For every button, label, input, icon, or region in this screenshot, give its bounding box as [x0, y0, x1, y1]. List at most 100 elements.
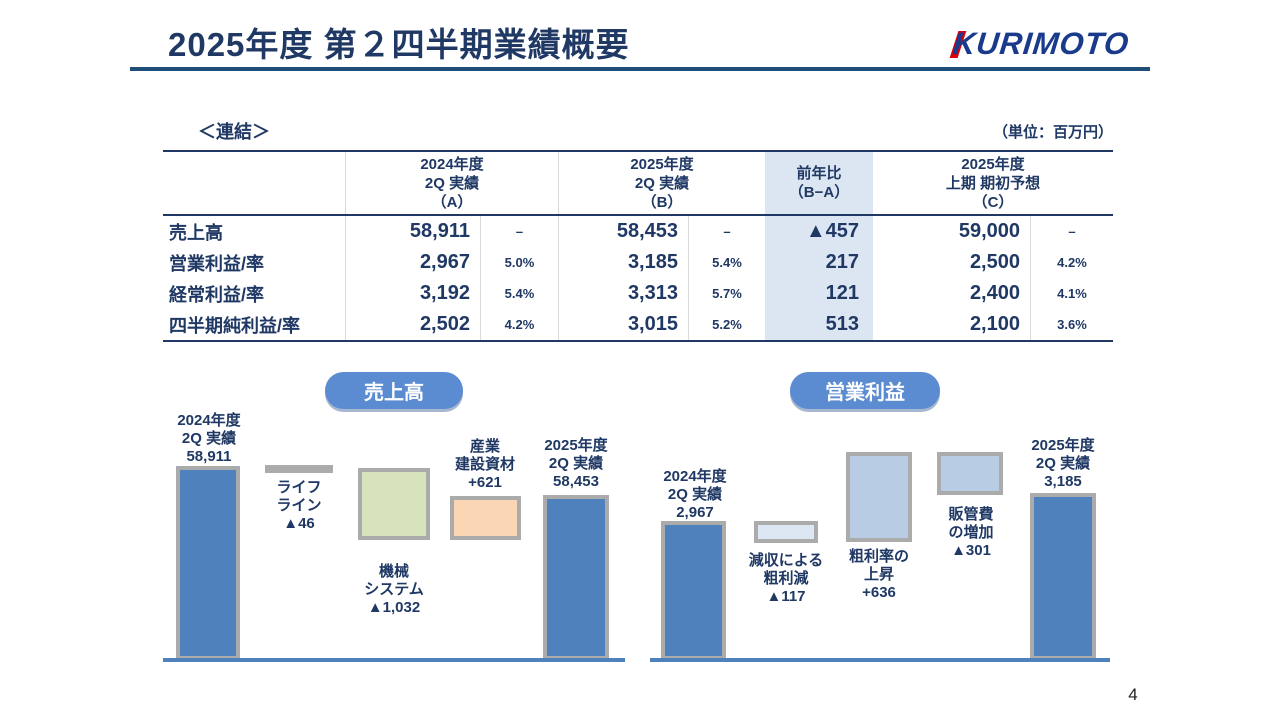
cell-b-pct: – — [688, 216, 765, 247]
label-line: 58,911 — [186, 448, 232, 465]
table-caption-unit: （単位：百万円） — [992, 124, 1113, 141]
profit-bar-sga-increase — [937, 452, 1003, 495]
cell-b: 58,453 — [558, 216, 688, 247]
cell-a: 58,911 — [345, 216, 480, 247]
sales-chart-badge: 売上高 — [325, 372, 463, 409]
cell-a: 3,192 — [345, 278, 480, 309]
cell-a-pct: – — [480, 216, 558, 247]
cell-a-pct: 5.4% — [480, 278, 558, 309]
profit-bar-label-2025: 2025年度 2Q 実績 3,185 — [1013, 437, 1113, 491]
profit-bar-2025 — [1030, 493, 1096, 660]
label-line: 機械 — [378, 563, 409, 580]
cell-c: 2,400 — [969, 282, 1020, 304]
header-text: 2Q 実績 — [424, 174, 480, 192]
row-label: 営業利益/率 — [169, 253, 265, 274]
kurimoto-logo: KURIMOTO — [949, 26, 1132, 64]
label-line: 3,185 — [1044, 473, 1082, 490]
cell-a-pct: 5.0% — [480, 247, 558, 278]
label-line: 2Q 実績 — [548, 455, 604, 472]
label-line: +621 — [468, 474, 502, 491]
row-label: 経常利益/率 — [169, 284, 265, 305]
cell-b: 3,015 — [558, 309, 688, 340]
cell-diff: ▲457 — [765, 216, 873, 247]
cell-a-pct: 4.2% — [480, 309, 558, 340]
sales-bar-2024 — [176, 466, 240, 660]
cell-b-pct: 5.7% — [688, 278, 765, 309]
label-line: 2025年度 — [1031, 437, 1095, 454]
cell-c: 2,100 — [969, 313, 1020, 335]
label-line: システム — [364, 581, 424, 598]
label-line: 2,967 — [676, 504, 714, 521]
profit-bar-gross-decline — [754, 521, 818, 543]
label-line: ▲46 — [283, 515, 315, 532]
header-text: （B） — [641, 193, 683, 211]
header-col-2025-forecast: 2025年度 上期 期初予想 （C） — [873, 152, 1113, 214]
label-line: 粗利率の — [848, 548, 909, 565]
cell-diff: 121 — [765, 278, 873, 309]
sales-chart-baseline — [163, 658, 625, 662]
cell-c-pct: 4.2% — [1030, 247, 1113, 278]
cell-a: 2,502 — [345, 309, 480, 340]
sales-bar-machinery — [358, 468, 430, 540]
header-col-2025-2q: 2025年度 2Q 実績 （B） — [558, 152, 765, 214]
label-line: 2Q 実績 — [1035, 455, 1091, 472]
profit-bar-label-margin-rise: 粗利率の 上昇 +636 — [829, 548, 929, 602]
title-divider — [130, 67, 1150, 71]
cell-b: 3,313 — [558, 278, 688, 309]
cell-diff: 217 — [765, 247, 873, 278]
table-row-net-profit: 四半期純利益/率 2,502 4.2% 3,015 5.2% 513 2,100… — [163, 309, 1113, 340]
cell-diff: 513 — [765, 309, 873, 340]
sales-bar-label-industrial: 産業 建設資材 +621 — [425, 438, 545, 492]
label-line: 減収による — [748, 552, 824, 569]
header-text: 2025年度 — [630, 155, 694, 173]
table-row-operating-profit: 営業利益/率 2,967 5.0% 3,185 5.4% 217 2,500 4… — [163, 247, 1113, 278]
cell-c: 59,000 — [958, 220, 1020, 242]
cell-b-pct: 5.2% — [688, 309, 765, 340]
label-line: 2025年度 — [544, 437, 608, 454]
label-line: 2Q 実績 — [667, 486, 723, 503]
cell-c-pct: – — [1030, 216, 1113, 247]
label-line: ▲117 — [766, 588, 806, 605]
cell-b: 3,185 — [558, 247, 688, 278]
label-line: の増加 — [948, 524, 994, 541]
label-line: 建設資材 — [454, 456, 515, 473]
label-line: 販管費 — [948, 506, 994, 523]
header-text: 前年比 — [796, 165, 842, 182]
sales-bar-label-2024: 2024年度 2Q 実績 58,911 — [158, 412, 260, 466]
table-header-row: 2024年度 2Q 実績 （A） 2025年度 2Q 実績 （B） 前年比 （B… — [163, 152, 1113, 216]
cell-a: 2,967 — [345, 247, 480, 278]
label-line: +636 — [862, 584, 896, 601]
sales-bar-lifeline — [265, 465, 333, 473]
header-text: 2Q 実績 — [634, 174, 690, 192]
header-col-yoy-diff: 前年比 （B−A） — [765, 152, 873, 214]
label-line: 58,453 — [553, 473, 599, 490]
label-line: 産業 — [469, 438, 500, 455]
cell-c: 2,500 — [969, 251, 1020, 273]
profit-bar-label-gross-decline: 減収による 粗利減 ▲117 — [726, 552, 846, 606]
logo-text: KURIMOTO — [951, 26, 1132, 61]
profit-bar-label-sga-increase: 販管費 の増加 ▲301 — [921, 506, 1021, 560]
profit-bar-margin-rise — [846, 452, 912, 542]
page-title: 2025年度 第２四半期業績概要 — [168, 26, 630, 63]
sales-bar-industrial — [450, 496, 521, 540]
profit-chart-baseline — [650, 658, 1110, 662]
profit-bar-label-2024: 2024年度 2Q 実績 2,967 — [644, 468, 746, 522]
profit-chart-badge: 営業利益 — [790, 372, 940, 409]
label-line: ライン — [276, 497, 322, 514]
sales-bar-label-machinery: 機械 システム ▲1,032 — [344, 563, 444, 617]
table-caption-consolidated: ＜連結＞ — [198, 122, 270, 142]
sales-bar-label-2025: 2025年度 2Q 実績 58,453 — [526, 437, 626, 491]
label-line: 2024年度 — [663, 468, 727, 485]
label-line: 2Q 実績 — [181, 430, 237, 447]
cell-c-pct: 3.6% — [1030, 309, 1113, 340]
header-text: （C） — [972, 193, 1014, 211]
label-line: ▲301 — [951, 542, 991, 559]
label-line: 粗利減 — [763, 570, 809, 587]
sales-bar-label-lifeline: ライフ ライン ▲46 — [259, 479, 339, 533]
header-text: 上期 期初予想 — [945, 174, 1041, 192]
header-text: （A） — [431, 193, 473, 211]
cell-b-pct: 5.4% — [688, 247, 765, 278]
cell-c-pct: 4.1% — [1030, 278, 1113, 309]
row-label: 四半期純利益/率 — [169, 315, 301, 336]
